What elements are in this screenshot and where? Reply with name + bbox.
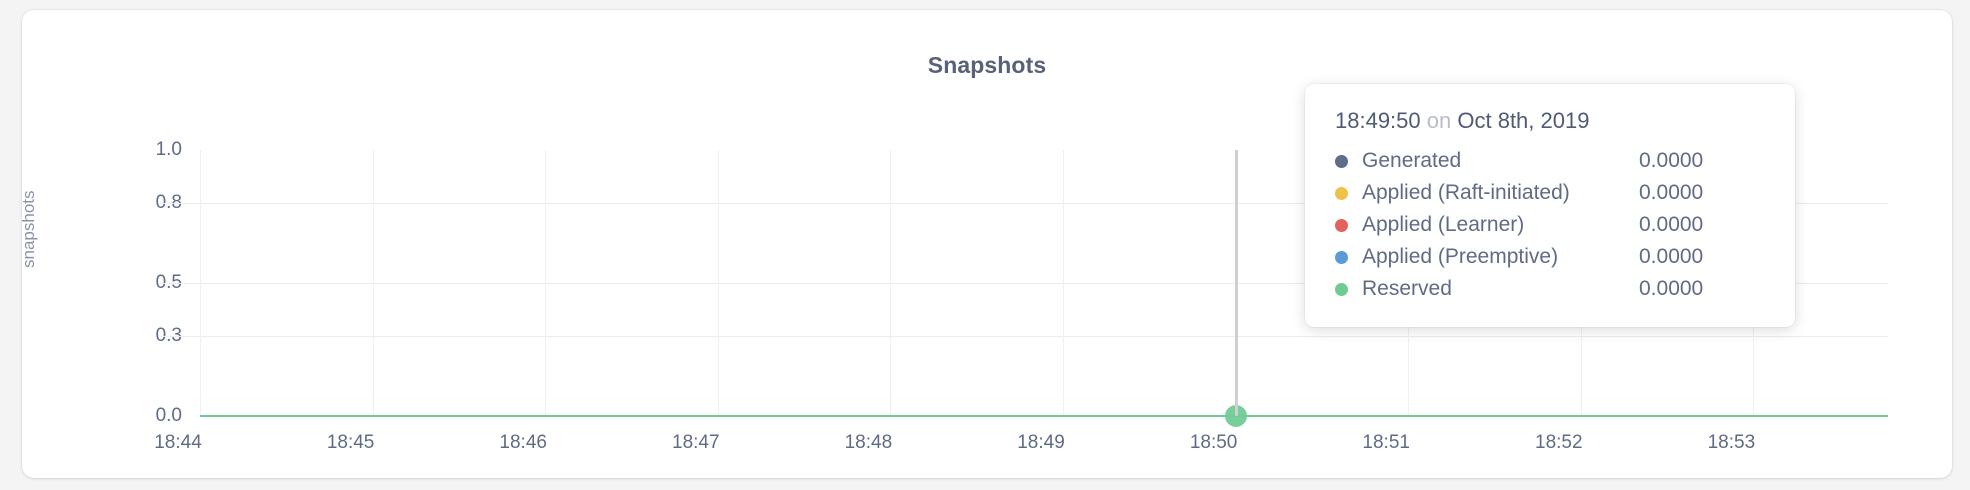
tooltip-series-row: Generated 0.0000: [1335, 145, 1765, 177]
y-tick-label: 0.8: [155, 192, 182, 214]
series-label: Applied (Raft-initiated): [1362, 181, 1570, 204]
series-color-dot-icon: [1335, 218, 1348, 232]
y-tick-label: 0.5: [155, 272, 182, 293]
y-tick-label: 0.0: [155, 405, 182, 426]
series-label: Generated: [1362, 149, 1462, 172]
series-color-dot-icon: [1335, 282, 1348, 296]
hovered-data-point-marker[interactable]: [1224, 405, 1247, 427]
gridline-vertical: [372, 150, 374, 416]
tooltip-series-row: Reserved 0.0000: [1335, 273, 1765, 305]
gridline-horizontal: [160, 336, 1888, 338]
tooltip-series-rows: Generated 0.0000 Applied (Raft-initiated) 0…: [1335, 145, 1765, 305]
gridline-vertical: [1063, 150, 1064, 416]
series-color-dot-icon: [1335, 250, 1348, 264]
series-color-dot-icon: [1335, 186, 1348, 200]
chart-title: Snapshots: [927, 52, 1047, 78]
chart-tooltip: 18:49:50 on Oct 8th, 2019 Generated 0.000…: [1305, 84, 1795, 327]
x-tick-label: 18:52: [1535, 432, 1583, 453]
series-value: 0.0000: [1639, 181, 1704, 204]
tooltip-series-row: Applied (Preemptive) 0.0000: [1335, 241, 1765, 273]
x-tick-label: 18:50: [1189, 432, 1238, 453]
tooltip-header: 18:49:50 on Oct 8th, 2019: [1335, 108, 1765, 134]
tooltip-series-row: Applied (Learner) 0.0000: [1335, 209, 1765, 241]
x-tick-label: 18:48: [844, 432, 893, 453]
crosshair-line: [1234, 150, 1238, 416]
series-value: 0.0000: [1639, 149, 1704, 172]
series-value: 0.0000: [1639, 245, 1704, 268]
x-tick-label: 18:53: [1707, 432, 1756, 453]
x-tick-label: 18:46: [499, 432, 547, 453]
gridline-vertical: [200, 150, 201, 416]
series-value: 0.0000: [1639, 277, 1704, 300]
y-tick-label: 1.0: [155, 139, 182, 160]
tooltip-date: Oct 8th, 2019: [1457, 108, 1590, 133]
gridline-horizontal: [160, 283, 1888, 284]
series-line-reserved: [200, 415, 1888, 417]
y-tick-label: 0.3: [155, 325, 182, 347]
x-tick-label: 18:47: [672, 432, 720, 453]
tooltip-on-word: on: [1426, 108, 1452, 133]
series-value: 0.0000: [1639, 213, 1704, 236]
y-axis-tick-labels: 1.0 0.8 0.5 0.3 0.0: [122, 139, 182, 426]
gridline-vertical: [717, 150, 719, 416]
series-color-dot-icon: [1335, 154, 1348, 168]
series-label: Reserved: [1362, 277, 1452, 300]
tooltip-series-row: Applied (Raft-initiated) 0.0000: [1335, 177, 1765, 209]
gridline-vertical: [890, 150, 892, 416]
gridline-vertical: [545, 150, 547, 416]
x-tick-label: 18:44: [154, 432, 202, 453]
x-tick-label: 18:51: [1362, 432, 1410, 453]
gridline-horizontal: [160, 203, 1888, 205]
y-axis-title: snapshots: [19, 190, 38, 269]
tooltip-time: 18:49:50: [1335, 108, 1421, 133]
x-tick-label: 18:49: [1017, 432, 1065, 453]
snapshots-chart-card: Snapshots snapshots 1.0 0.8 0.5 0.3 0.0 18:4…: [19, 10, 1952, 478]
series-label: Applied (Preemptive): [1362, 245, 1559, 268]
series-label: Applied (Learner): [1362, 213, 1525, 236]
x-tick-label: 18:45: [326, 432, 375, 453]
